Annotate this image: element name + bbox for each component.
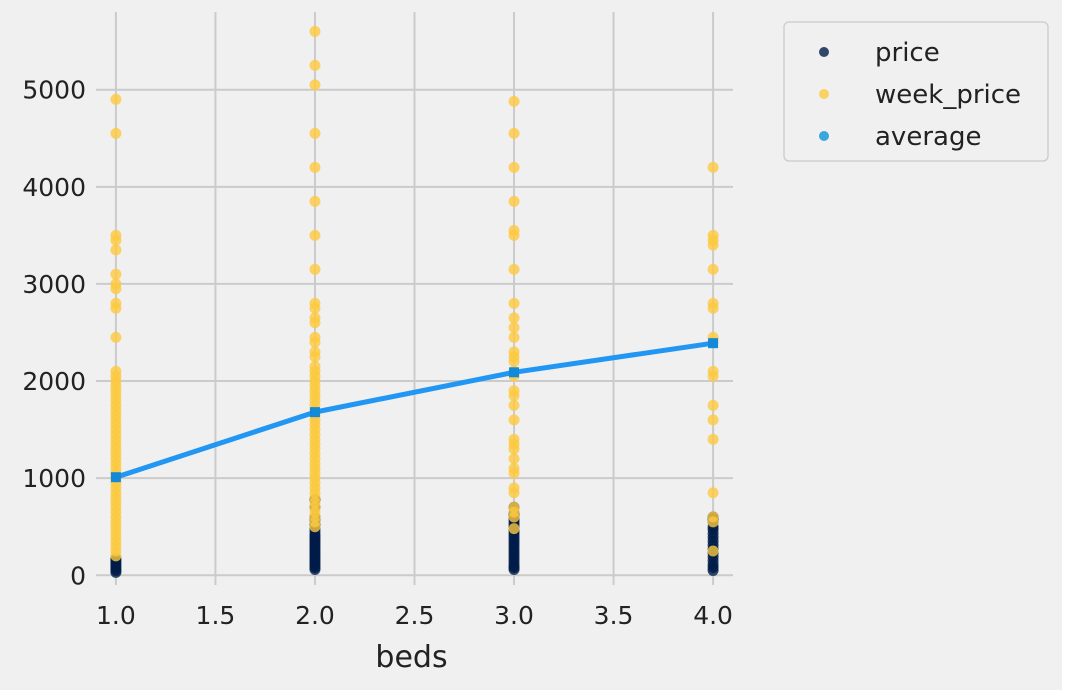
average-point xyxy=(309,407,320,418)
x-tick-label: 4.0 xyxy=(693,601,733,630)
x-tick-label: 2.0 xyxy=(295,601,335,630)
data-point-week-price xyxy=(508,467,520,479)
data-point-week-price xyxy=(707,516,719,528)
data-point-week-price xyxy=(508,414,520,426)
data-point-week-price xyxy=(110,331,122,343)
data-point-week-price xyxy=(110,234,122,246)
data-point-week-price xyxy=(110,283,122,295)
y-tick-label: 1000 xyxy=(22,464,86,493)
data-point-week-price xyxy=(508,511,520,523)
data-point-week-price xyxy=(707,414,719,426)
data-point-week-price xyxy=(508,263,520,275)
y-tick-label: 4000 xyxy=(22,173,86,202)
data-point-week-price xyxy=(508,356,520,368)
y-tick-label: 0 xyxy=(70,561,86,590)
y-tick-label: 5000 xyxy=(22,76,86,105)
data-point-week-price xyxy=(707,161,719,173)
data-point-week-price xyxy=(508,523,520,535)
data-point-week-price xyxy=(309,127,321,139)
x-axis-label: beds xyxy=(375,640,447,675)
data-point-week-price xyxy=(508,390,520,402)
data-point-week-price xyxy=(707,545,719,557)
average-line xyxy=(115,340,714,480)
data-point-week-price xyxy=(309,351,321,363)
average-point xyxy=(110,472,121,483)
data-point-week-price xyxy=(707,370,719,382)
data-point-week-price xyxy=(309,229,321,241)
data-point-week-price xyxy=(707,487,719,499)
y-tick-label: 2000 xyxy=(22,367,86,396)
data-point-week-price xyxy=(309,336,321,348)
legend-label-price: price xyxy=(875,38,940,68)
data-point-week-price xyxy=(110,244,122,256)
legend-label-week-price: week_price xyxy=(875,80,1021,110)
data-point-week-price xyxy=(309,79,321,91)
average-point xyxy=(509,367,520,378)
data-point-week-price xyxy=(508,443,520,455)
data-point-week-price xyxy=(707,239,719,251)
data-point-week-price xyxy=(707,263,719,275)
series-week-price xyxy=(110,25,719,562)
x-tick-label: 3.5 xyxy=(594,601,634,630)
data-point-week-price xyxy=(110,302,122,314)
x-tick-label: 3.0 xyxy=(494,601,534,630)
data-point-week-price xyxy=(309,317,321,329)
data-point-week-price xyxy=(508,195,520,207)
data-point-week-price xyxy=(508,453,520,465)
x-tick-label: 1.5 xyxy=(196,601,236,630)
data-point-week-price xyxy=(508,331,520,343)
legend-marker-week-price xyxy=(819,89,829,99)
data-point-week-price xyxy=(707,302,719,314)
data-point-week-price xyxy=(309,521,321,533)
data-point-week-price xyxy=(508,127,520,139)
data-point-week-price xyxy=(309,302,321,314)
data-point-week-price xyxy=(309,263,321,275)
data-point-week-price xyxy=(110,268,122,280)
x-tick-label: 1.0 xyxy=(96,601,136,630)
y-tick-label: 3000 xyxy=(22,270,86,299)
data-point-week-price xyxy=(707,399,719,411)
data-point-week-price xyxy=(508,399,520,411)
data-point-week-price xyxy=(707,433,719,445)
data-point-week-price xyxy=(309,59,321,71)
data-point-week-price xyxy=(110,93,122,105)
data-point-week-price xyxy=(309,25,321,37)
data-point-week-price xyxy=(508,95,520,107)
data-point-week-price xyxy=(309,195,321,207)
data-point-week-price xyxy=(110,127,122,139)
legend-box xyxy=(783,21,1049,162)
data-point-week-price xyxy=(309,161,321,173)
tick-labels: 1.0 1.5 2.0 2.5 3.0 3.5 4.0 0 1000 2000 3000 4000 50… xyxy=(22,76,733,630)
data-point-week-price xyxy=(508,229,520,241)
average-point xyxy=(708,338,719,349)
data-point-week-price xyxy=(508,312,520,324)
legend-label-average: average xyxy=(875,122,981,152)
data-point-week-price xyxy=(508,297,520,309)
legend: price week_price average xyxy=(783,21,1049,162)
data-point-week-price xyxy=(508,487,520,499)
series-layer xyxy=(110,25,719,578)
data-point-week-price xyxy=(508,322,520,334)
x-tick-label: 2.5 xyxy=(395,601,435,630)
legend-marker-average xyxy=(819,131,829,141)
series-average xyxy=(110,338,719,483)
data-point-week-price xyxy=(110,550,122,562)
legend-marker-price xyxy=(819,47,829,57)
data-point-week-price xyxy=(508,161,520,173)
